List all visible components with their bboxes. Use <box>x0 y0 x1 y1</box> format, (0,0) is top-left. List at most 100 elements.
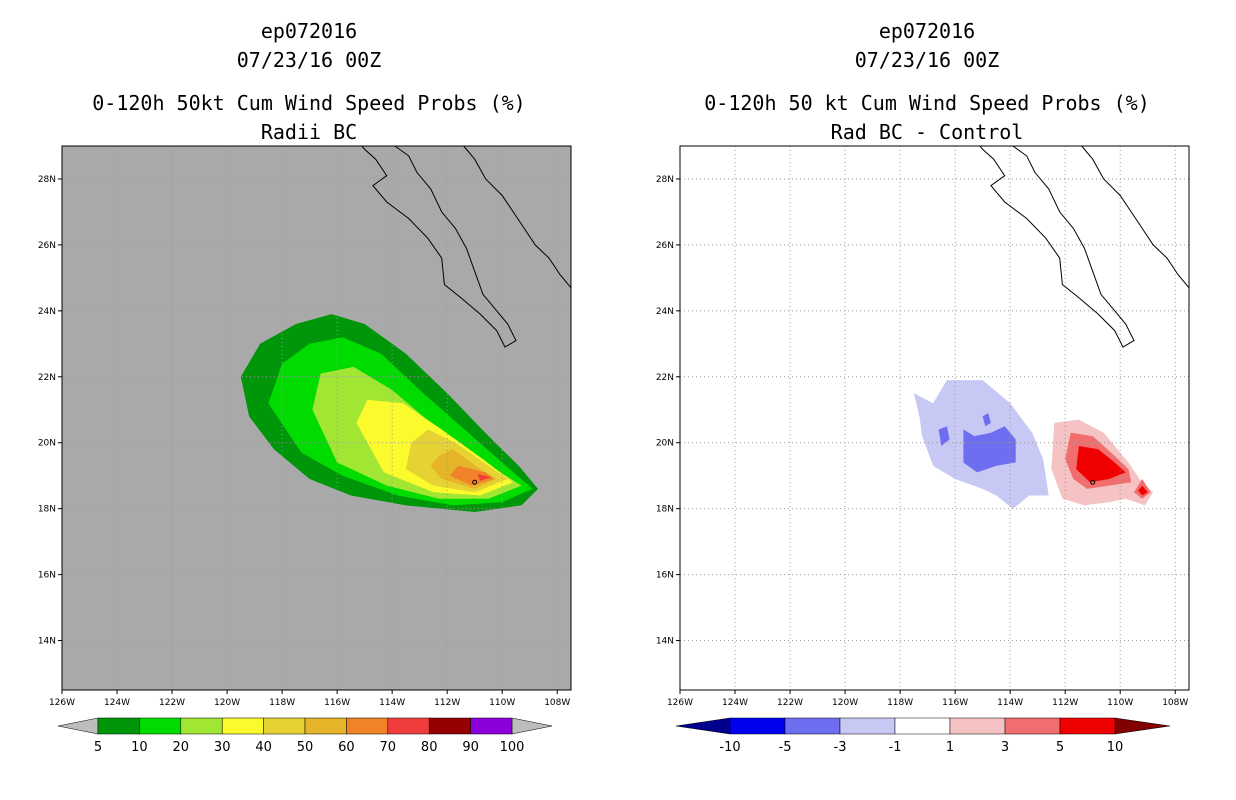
colorbar-label: 10 <box>131 740 148 755</box>
colorbar-box <box>470 717 513 735</box>
right-title-main: 0-120h 50 kt Cum Wind Speed Probs (%) <box>704 91 1150 115</box>
colorbar-label: -5 <box>779 740 792 755</box>
left-title-storm-id: ep072016 <box>260 19 358 43</box>
colorbar-label: 50 <box>297 740 314 755</box>
left-title-main: 0-120h 50kt Cum Wind Speed Probs (%) <box>92 91 526 115</box>
colorbar-box <box>139 717 182 735</box>
contour--3 <box>963 426 1016 473</box>
colorbar-box <box>894 717 951 735</box>
colorbar-label: 40 <box>255 740 272 755</box>
y-tick-label: 28N <box>656 175 674 185</box>
colorbar-label: -1 <box>889 740 902 755</box>
x-tick-label: 126W <box>667 698 693 708</box>
x-tick-label: 122W <box>777 698 803 708</box>
x-tick-label: 108W <box>1162 698 1188 708</box>
colorbar-label: 1 <box>946 740 954 755</box>
colorbar-label: 70 <box>380 740 397 755</box>
colorbar-box <box>346 717 389 735</box>
map-panel-0: 126W 124W 122W 120W 118W 116W 114W 112W 110W 108W… <box>38 145 572 755</box>
y-tick-label: 24N <box>656 307 674 317</box>
colorbar-box <box>839 717 896 735</box>
colorbar-box <box>221 717 264 735</box>
y-tick-label: 14N <box>656 637 674 647</box>
left-title-date: 07/23/16 00Z <box>236 48 382 72</box>
colorbar-left-arrow <box>675 717 731 735</box>
colorbar-left-arrow <box>57 717 99 735</box>
colorbar-label: -3 <box>834 740 847 755</box>
colorbar-label: 30 <box>214 740 231 755</box>
x-tick-label: 108W <box>544 698 570 708</box>
storm-position-marker <box>1090 479 1096 485</box>
colorbar-label: 10 <box>1107 740 1124 755</box>
colorbar-box <box>1004 717 1061 735</box>
colorbar-label: 80 <box>421 740 438 755</box>
colorbar-label: 5 <box>94 740 102 755</box>
contour-70 <box>477 474 492 481</box>
colorbar-label: 100 <box>500 740 525 755</box>
x-tick-label: 124W <box>722 698 748 708</box>
x-tick-label: 112W <box>1052 698 1078 708</box>
x-tick-label: 114W <box>997 698 1023 708</box>
coastline <box>979 145 1135 348</box>
colorbar-box <box>387 717 430 735</box>
x-tick-label: 118W <box>269 698 295 708</box>
colorbar-box <box>97 717 140 735</box>
colorbar-box <box>729 717 786 735</box>
contour--3 <box>982 413 991 427</box>
x-tick-label: 122W <box>159 698 185 708</box>
contour--3 <box>938 426 950 446</box>
x-tick-label: 112W <box>434 698 460 708</box>
y-tick-label: 20N <box>656 439 674 449</box>
y-tick-label: 14N <box>38 637 56 647</box>
colorbar-right-arrow <box>1114 717 1171 735</box>
y-tick-label: 24N <box>38 307 56 317</box>
colorbar-right-arrow <box>511 717 553 735</box>
x-tick-label: 126W <box>49 698 75 708</box>
x-tick-label: 110W <box>489 698 515 708</box>
colorbar-box <box>784 717 841 735</box>
right-title-subtitle: Rad BC - Control <box>830 120 1024 144</box>
colorbar-box <box>949 717 1006 735</box>
x-tick-label: 124W <box>104 698 130 708</box>
left-title-subtitle: Radii BC <box>260 120 358 144</box>
colorbar-label: 60 <box>338 740 355 755</box>
storm-position-marker <box>472 479 478 485</box>
map-panel-1: 126W 124W 122W 120W 118W 116W 114W 112W 110W 108W… <box>656 145 1190 755</box>
y-tick-label: 28N <box>38 175 56 185</box>
colorbar-label: -10 <box>719 740 740 755</box>
y-tick-label: 22N <box>656 373 674 383</box>
contour-5 <box>1076 446 1126 483</box>
y-tick-label: 26N <box>656 241 674 251</box>
contour-5 <box>1138 485 1148 496</box>
y-tick-label: 16N <box>656 571 674 581</box>
right-title-date: 07/23/16 00Z <box>854 48 1000 72</box>
x-tick-label: 116W <box>942 698 968 708</box>
x-tick-label: 114W <box>379 698 405 708</box>
x-tick-label: 120W <box>832 698 858 708</box>
x-tick-label: 120W <box>214 698 240 708</box>
y-tick-label: 22N <box>38 373 56 383</box>
y-tick-label: 18N <box>656 505 674 515</box>
colorbar-box <box>1059 717 1116 735</box>
y-tick-label: 26N <box>38 241 56 251</box>
colorbar-box <box>428 717 471 735</box>
colorbar-label: 90 <box>462 740 479 755</box>
y-tick-label: 16N <box>38 571 56 581</box>
colorbar-0: 5 10 20 30 40 50 60 70 80 90 100 <box>57 717 553 755</box>
colorbar-box <box>180 717 223 735</box>
x-tick-label: 116W <box>324 698 350 708</box>
coastline <box>1081 145 1190 289</box>
colorbar-box <box>304 717 347 735</box>
colorbar-box <box>263 717 306 735</box>
x-tick-label: 110W <box>1107 698 1133 708</box>
y-tick-label: 18N <box>38 505 56 515</box>
coastline <box>361 145 517 348</box>
right-title-storm-id: ep072016 <box>878 19 976 43</box>
colorbar-1: -10 -5 -3 -1 1 3 5 10 <box>675 717 1171 755</box>
colorbar-label: 3 <box>1001 740 1009 755</box>
map-frame <box>61 145 572 691</box>
colorbar-label: 20 <box>173 740 190 755</box>
colorbar-label: 5 <box>1056 740 1064 755</box>
map-frame <box>679 145 1190 691</box>
